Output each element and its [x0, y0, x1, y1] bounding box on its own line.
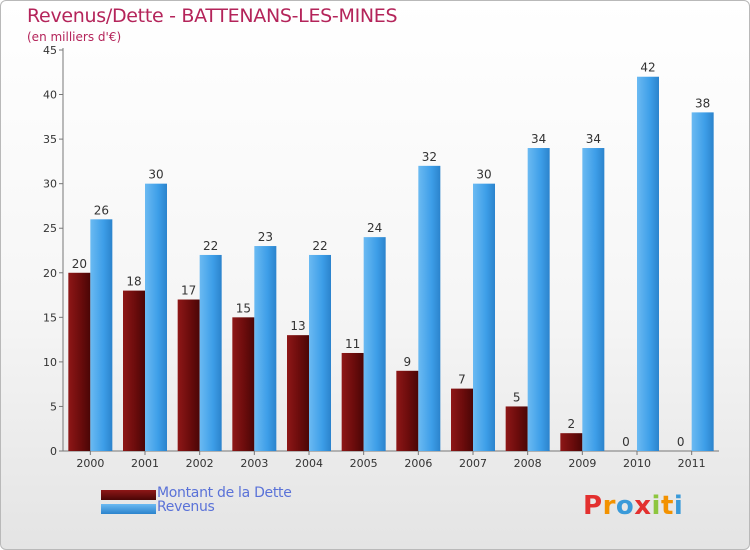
- bar-dette: [287, 335, 309, 451]
- bar-dette: [560, 433, 583, 451]
- y-tick-label: 35: [43, 133, 57, 146]
- data-label-revenus: 34: [586, 132, 601, 146]
- logo-letter: o: [615, 491, 635, 521]
- x-tick-label: 2009: [568, 457, 596, 470]
- data-label-revenus: 32: [422, 150, 437, 164]
- x-tick-label: 2010: [623, 457, 651, 470]
- data-label-dette: 5: [513, 390, 521, 404]
- legend-label-dette: Montant de la Dette: [157, 485, 292, 501]
- bar-dette: [341, 352, 364, 451]
- proxiti-logo: Proxiti: [583, 491, 683, 521]
- y-tick-label: 45: [43, 44, 57, 57]
- data-label-dette: 17: [181, 284, 196, 298]
- x-tick-label: 2007: [459, 457, 487, 470]
- logo-letter: P: [583, 491, 603, 521]
- bar-revenus: [363, 237, 386, 451]
- legend-swatch-revenus: [101, 504, 156, 514]
- y-tick-label: 5: [50, 400, 57, 413]
- bar-dette: [396, 370, 419, 451]
- bar-dette: [68, 272, 91, 451]
- data-label-revenus: 24: [367, 221, 382, 235]
- data-label-revenus: 22: [203, 239, 218, 253]
- data-label-revenus: 38: [695, 96, 710, 110]
- data-label-revenus: 26: [94, 203, 109, 217]
- x-tick-label: 2004: [295, 457, 323, 470]
- y-tick-label: 20: [43, 267, 57, 280]
- legend-swatch-dette: [101, 490, 156, 500]
- x-tick-label: 2006: [404, 457, 432, 470]
- chart-bars: [68, 76, 714, 451]
- data-label-revenus: 34: [531, 132, 546, 146]
- bar-revenus: [527, 148, 550, 451]
- data-label-revenus: 23: [258, 230, 273, 244]
- chart-data-labels: 20 26 18 30 17 22 15 23 13 22 11 24 9 32 7 30 5 34 2 34 0 42 0…: [72, 61, 711, 449]
- y-tick-label: 40: [43, 89, 57, 102]
- logo-letter: i: [673, 491, 684, 521]
- y-tick-label: 30: [43, 178, 57, 191]
- data-label-revenus: 30: [148, 168, 163, 182]
- bar-dette: [123, 290, 145, 451]
- x-tick-label: 2002: [186, 457, 214, 470]
- data-label-revenus: 22: [312, 239, 327, 253]
- bar-revenus: [254, 246, 277, 451]
- data-label-dette: 13: [290, 319, 305, 333]
- legend-label-revenus: Revenus: [157, 499, 215, 515]
- data-label-dette: 9: [404, 355, 412, 369]
- x-tick-label: 2001: [131, 457, 159, 470]
- bar-revenus: [691, 112, 714, 451]
- data-label-revenus: 30: [476, 168, 491, 182]
- bar-revenus: [90, 219, 113, 451]
- bar-dette: [451, 388, 473, 451]
- bar-revenus: [309, 254, 331, 451]
- data-label-revenus: 42: [640, 61, 655, 75]
- bar-revenus: [582, 148, 605, 451]
- data-label-dette: 7: [458, 373, 466, 387]
- bar-dette: [232, 317, 255, 451]
- data-label-dette: 0: [622, 435, 630, 449]
- x-tick-label: 2008: [514, 457, 542, 470]
- bar-revenus: [473, 183, 495, 451]
- bar-dette: [177, 299, 200, 451]
- x-tick-label: 2000: [76, 457, 104, 470]
- logo-letter: x: [634, 491, 652, 521]
- data-label-dette: 18: [126, 275, 141, 289]
- y-tick-label: 0: [50, 445, 57, 458]
- data-label-dette: 11: [345, 337, 360, 351]
- chart-title: Revenus/Dette - BATTENANS-LES-MINES: [27, 5, 398, 27]
- data-label-dette: 20: [72, 257, 87, 271]
- y-tick-label: 10: [43, 356, 57, 369]
- x-tick-label: 2005: [350, 457, 378, 470]
- data-label-dette: 15: [236, 301, 251, 315]
- bar-revenus: [637, 76, 659, 451]
- logo-letter: t: [660, 491, 674, 521]
- data-label-dette: 0: [677, 435, 685, 449]
- bar-revenus: [199, 254, 222, 451]
- x-tick-label: 2003: [240, 457, 268, 470]
- y-tick-label: 25: [43, 222, 57, 235]
- data-label-dette: 2: [568, 417, 576, 431]
- bar-revenus: [418, 165, 441, 451]
- chart-subtitle: (en milliers d'€): [27, 30, 122, 44]
- bar-revenus: [145, 183, 167, 451]
- logo-letter: i: [651, 491, 661, 521]
- bar-dette: [505, 406, 528, 451]
- logo-letter: r: [602, 491, 616, 521]
- y-tick-label: 15: [43, 311, 57, 324]
- x-tick-label: 2011: [678, 457, 706, 470]
